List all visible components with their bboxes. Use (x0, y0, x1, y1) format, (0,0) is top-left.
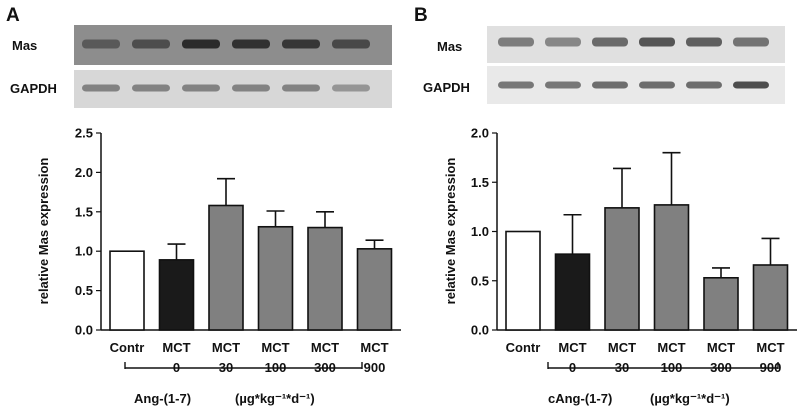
blot-band-mas (498, 37, 534, 47)
treatment-label: cAng-(1-7) (548, 391, 612, 406)
x-tick-label: MCT (707, 340, 735, 355)
bar-chart: relative Mas expression 0.0 0.5 1.0 1.5 2.0 2… (36, 126, 401, 375)
blot-band-mas (592, 37, 628, 47)
panel-letter: A (6, 5, 20, 26)
blot-band-gapdh (332, 84, 370, 92)
blot-band-mas (182, 39, 220, 49)
x-tick-label: MCT (558, 340, 586, 355)
bar (752, 264, 789, 331)
bar (554, 253, 591, 331)
blot-band-gapdh (182, 84, 220, 92)
x-tick-label: MCT (657, 340, 685, 355)
bar (109, 250, 145, 331)
blot-band-gapdh (639, 81, 675, 89)
bar (208, 204, 244, 331)
bar (307, 226, 343, 331)
blot-band-gapdh (686, 81, 722, 89)
y-tick-label: 1.0 (75, 244, 93, 259)
panel-letter: B (414, 5, 428, 26)
bar (505, 230, 541, 331)
blot-band-gapdh (592, 81, 628, 89)
blot-band-gapdh (282, 84, 320, 92)
y-tick-label: 2.5 (75, 126, 93, 141)
x-tick-label: MCT (261, 340, 289, 355)
x-tick-label: Contr (110, 340, 145, 355)
blot-label-mas: Mas (437, 39, 462, 54)
y-axis-label: relative Mas expression (36, 158, 51, 305)
blot-band-mas (639, 37, 675, 47)
y-axis-label: relative Mas expression (443, 158, 458, 305)
x-tick-label: MCT (311, 340, 339, 355)
blot-label-mas: Mas (12, 38, 37, 53)
y-tick-label: 0.0 (471, 323, 489, 338)
blot-band-mas (132, 39, 170, 49)
blot-band-gapdh (232, 84, 270, 92)
blot-band-gapdh (82, 84, 120, 92)
blot-band-mas (545, 37, 581, 47)
blot-band-mas (686, 37, 722, 47)
blot-gapdh-background (74, 70, 392, 108)
blot-label-gapdh: GAPDH (423, 80, 470, 95)
blot-band-mas (733, 37, 769, 47)
blot-bands (498, 37, 769, 89)
y-tick-label: 2.0 (75, 165, 93, 180)
bar (356, 248, 393, 331)
blot-band-gapdh (498, 81, 534, 89)
treatment-label: Ang-(1-7) (134, 391, 191, 406)
blot-band-mas (282, 39, 320, 49)
western-blot: Mas GAPDH (423, 26, 785, 104)
x-tick-label: 900 (364, 360, 386, 375)
y-tick-label: 1.0 (471, 224, 489, 239)
blot-band-gapdh (545, 81, 581, 89)
unit-label: (µg*kg⁻¹*d⁻¹) (235, 391, 315, 406)
x-tick-label: MCT (212, 340, 240, 355)
unit-label: (µg*kg⁻¹*d⁻¹) (650, 391, 730, 406)
y-tick-label: 0.5 (75, 283, 93, 298)
bar-chart: relative Mas expression 0.0 0.5 1.0 1.5 2.0 C… (443, 126, 797, 375)
panel-a: A Mas GAPDH relative Mas expression 0.0 0… (6, 5, 401, 406)
x-tick-label: MCT (162, 340, 190, 355)
blot-band-mas (332, 39, 370, 49)
bar (604, 207, 640, 331)
blot-band-mas (82, 39, 120, 49)
bar (703, 276, 739, 331)
x-tick-label: MCT (756, 340, 784, 355)
x-tick-label: Contr (506, 340, 541, 355)
blot-band-gapdh (733, 81, 769, 89)
y-tick-label: 0.0 (75, 323, 93, 338)
blot-bands (82, 39, 370, 92)
blot-band-mas (232, 39, 270, 49)
blot-label-gapdh: GAPDH (10, 81, 57, 96)
bar (653, 204, 690, 331)
panel-b: B Mas GAPDH relative Mas expression 0.0 0… (414, 5, 797, 406)
y-tick-label: 1.5 (75, 204, 93, 219)
blot-band-gapdh (132, 84, 170, 92)
x-tick-label: MCT (608, 340, 636, 355)
y-tick-label: 2.0 (471, 126, 489, 141)
western-blot: Mas GAPDH (10, 25, 392, 108)
x-tick-label: MCT (360, 340, 388, 355)
y-tick-label: 1.5 (471, 175, 489, 190)
y-tick-label: 0.5 (471, 273, 489, 288)
bar (257, 225, 294, 331)
bar (158, 259, 195, 331)
